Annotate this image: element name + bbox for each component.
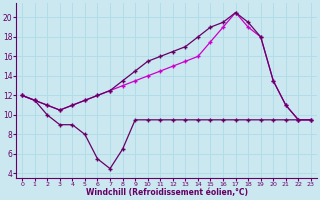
X-axis label: Windchill (Refroidissement éolien,°C): Windchill (Refroidissement éolien,°C) [85, 188, 248, 197]
